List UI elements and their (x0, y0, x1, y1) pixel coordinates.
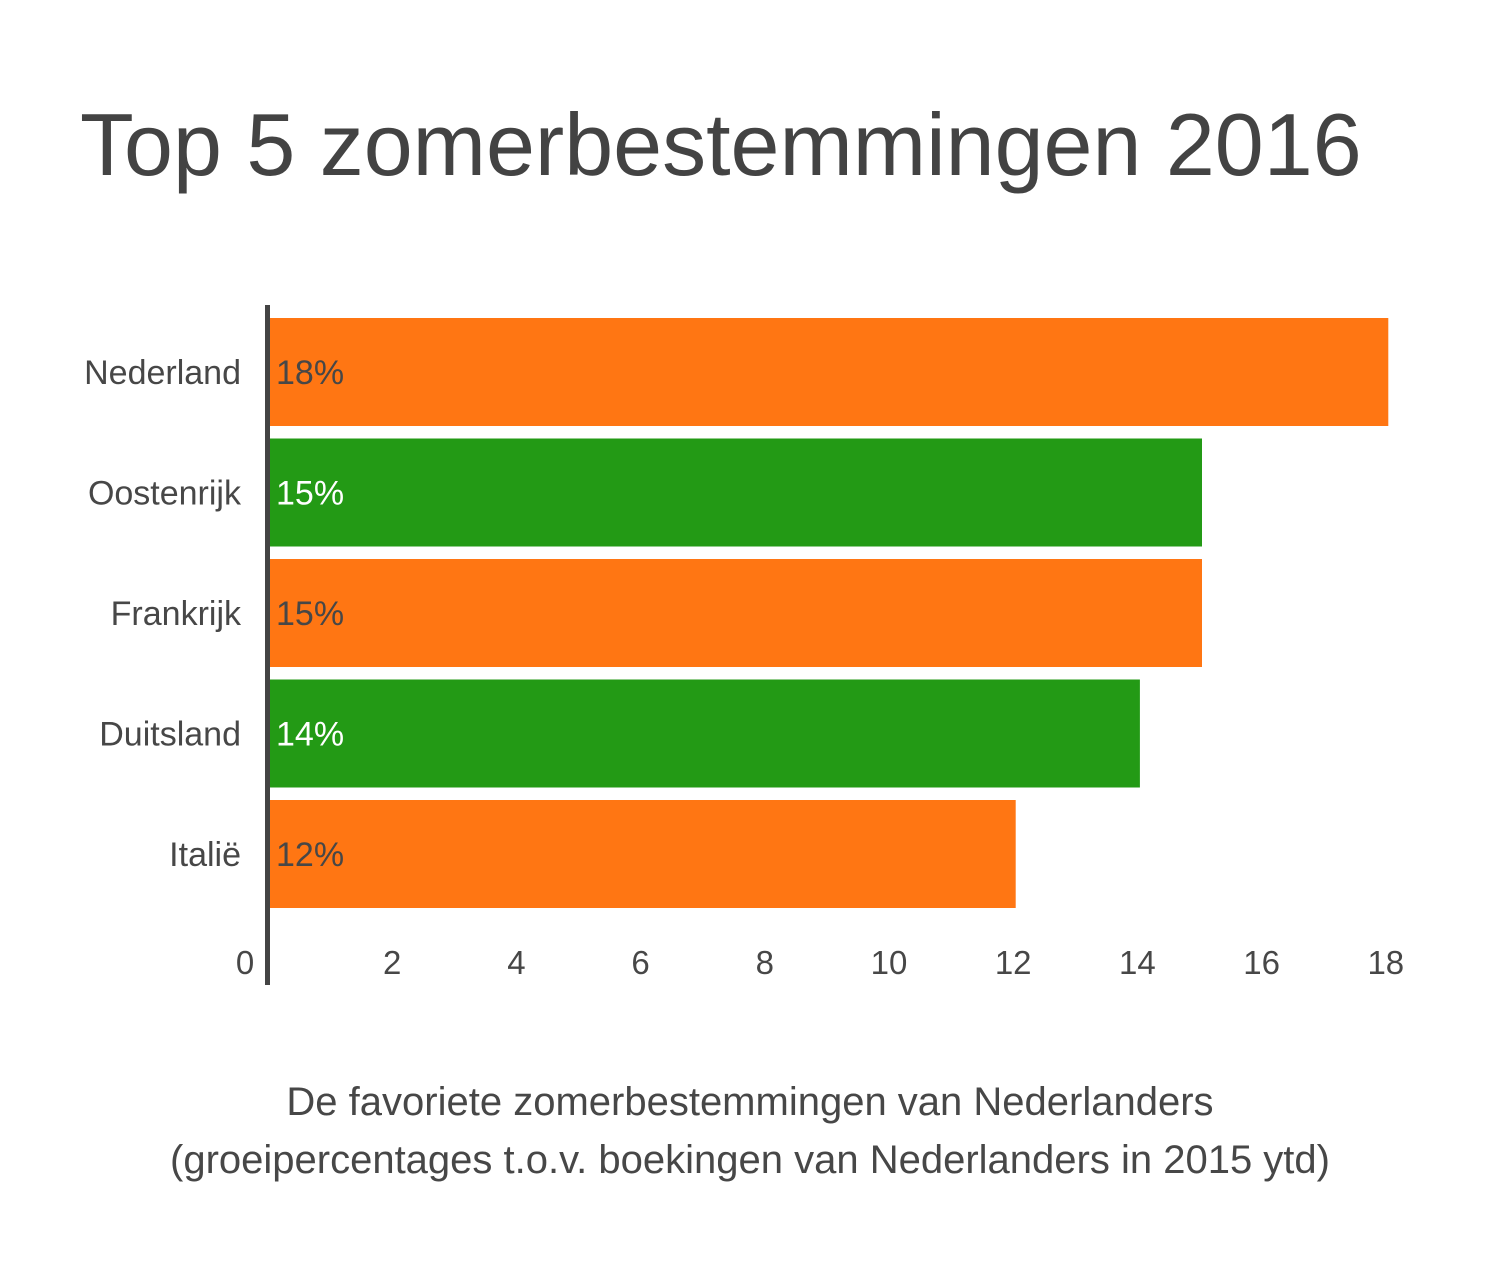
category-label: Frankrijk (111, 595, 242, 633)
x-tick-label: 4 (507, 944, 525, 981)
chart-caption-line-2: (groeipercentages t.o.v. boekingen van N… (170, 1138, 1330, 1182)
bar-duitsland (270, 679, 1140, 788)
bar-itali- (270, 800, 1016, 908)
data-label: 14% (276, 716, 344, 754)
bar-oostenrijk (270, 438, 1202, 547)
x-tick-label: 18 (1367, 944, 1404, 981)
x-tick-label: 12 (995, 944, 1032, 981)
x-tick-label: 14 (1119, 944, 1156, 981)
y-axis-line (265, 305, 270, 985)
x-tick-label: 0 (236, 944, 254, 981)
x-tick-label: 8 (756, 944, 774, 981)
category-label: Duitsland (99, 716, 241, 754)
bar-frankrijk (270, 559, 1202, 667)
x-tick-label: 10 (871, 944, 908, 981)
bar-nederland (270, 318, 1389, 426)
category-label: Nederland (84, 354, 241, 392)
x-tick-label: 6 (631, 944, 649, 981)
x-tick-label: 2 (383, 944, 401, 981)
chart-title: Top 5 zomerbestemmingen 2016 (80, 95, 1362, 194)
data-label: 18% (276, 354, 344, 392)
data-label: 15% (276, 595, 344, 633)
data-label: 12% (276, 836, 344, 874)
x-tick-label: 16 (1243, 944, 1280, 981)
chart-caption-line-1: De favoriete zomerbestemmingen van Neder… (286, 1080, 1214, 1124)
data-label: 15% (276, 475, 344, 513)
category-label: Italië (169, 836, 241, 874)
category-label: Oostenrijk (88, 475, 242, 513)
